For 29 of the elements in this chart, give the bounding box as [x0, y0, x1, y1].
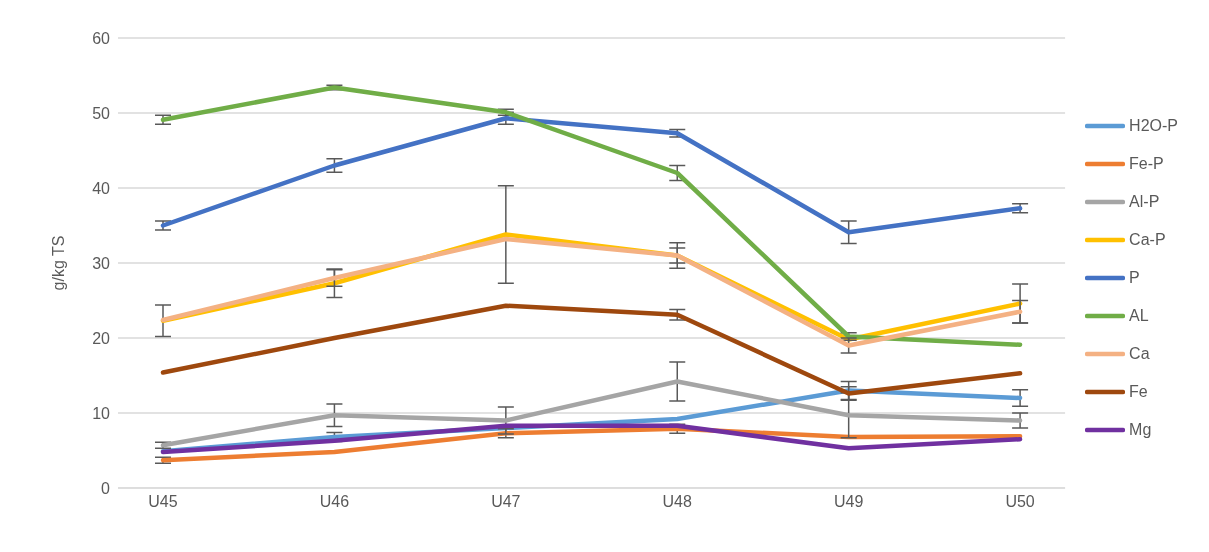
x-tick-label: U45: [148, 493, 178, 511]
legend-label: P: [1129, 268, 1140, 288]
legend-label: Mg: [1129, 420, 1152, 440]
legend-label: Al-P: [1129, 192, 1160, 212]
legend-label: Ca-P: [1129, 230, 1166, 250]
y-tick-label: 20: [92, 329, 111, 347]
y-tick-label: 10: [92, 404, 111, 422]
line-series: [160, 423, 1023, 455]
legend-label: AL: [1129, 306, 1149, 326]
y-tick-label: 30: [92, 254, 111, 272]
y-tick-label: 0: [101, 479, 111, 497]
line-series: [160, 85, 1023, 347]
legend-label: Fe: [1129, 382, 1148, 402]
legend-label: Ca: [1129, 344, 1150, 364]
line-series: [160, 116, 1023, 235]
line-series: [160, 426, 1023, 463]
line-series: [160, 379, 1023, 448]
y-tick-label: 50: [92, 104, 111, 122]
y-tick-label: 60: [92, 29, 111, 47]
y-axis-title: g/kg TS: [49, 235, 67, 291]
legend-label: H2O-P: [1129, 116, 1178, 136]
x-tick-label: U47: [491, 493, 521, 511]
x-tick-label: U49: [834, 493, 864, 511]
x-tick-label: U48: [662, 493, 693, 511]
line-series: [160, 303, 1023, 396]
x-tick-label: U50: [1005, 493, 1035, 511]
x-tick-label: U46: [319, 493, 350, 511]
y-tick-label: 40: [92, 179, 111, 197]
legend-label: Fe-P: [1129, 154, 1164, 174]
